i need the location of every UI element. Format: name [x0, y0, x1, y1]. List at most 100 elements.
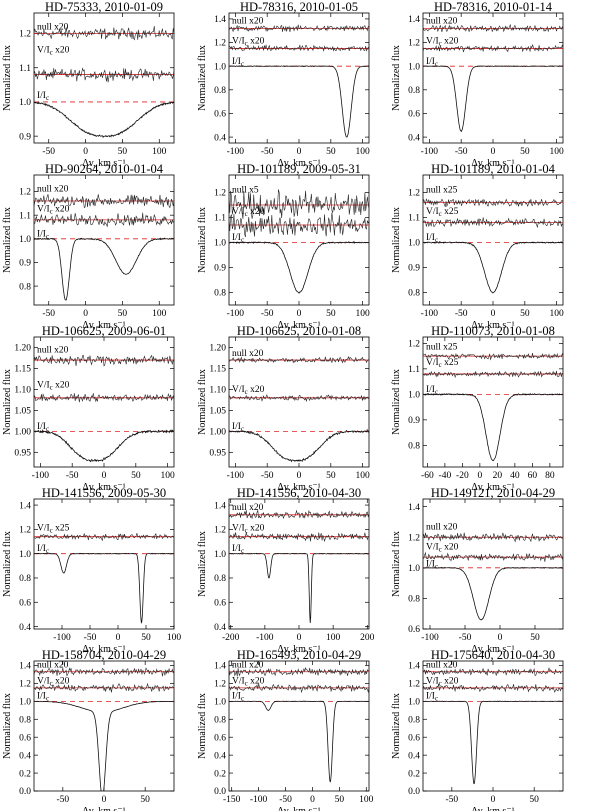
y-axis-label: Normalized flux: [391, 207, 402, 273]
curve-label: null x25: [426, 343, 458, 353]
y-tick-label: 1.0: [408, 239, 420, 249]
y-tick-label: 0.8: [408, 715, 420, 725]
x-tick-label: 50: [140, 795, 150, 805]
y-tick-label: 0.4: [214, 751, 226, 761]
curve-label: null x20: [37, 346, 69, 356]
x-tick-label: 100: [359, 795, 374, 805]
null-profile: [423, 198, 563, 208]
stokesV-profile: [229, 532, 369, 542]
curves: [423, 532, 563, 621]
panel-title: HD-141556, 2009-05-30: [42, 486, 166, 500]
x-tick-label: 0: [498, 633, 503, 643]
curve-label: I/Ic: [232, 692, 244, 703]
x-tick-label: -50: [279, 795, 292, 805]
curves: [423, 667, 563, 785]
plot-frame: [33, 336, 175, 468]
y-axis-label: Normalized flux: [197, 531, 208, 597]
y-tick-label: 0.95: [209, 449, 226, 459]
y-tick-label: 1.0: [214, 239, 226, 249]
plot-frame: [228, 12, 370, 144]
y-tick-label: 1.15: [209, 365, 226, 375]
intensity-profile: [229, 700, 369, 783]
curve-label: null x20: [426, 523, 458, 533]
panel-title: HD-75333, 2010-01-09: [45, 0, 163, 14]
x-axis-label: Δv, km s⁻¹: [277, 482, 320, 493]
stokesV-profile: [229, 394, 369, 403]
panel-2: HD-78316, 2010-01-05 -100 -50 0 50 100 0.4 0.6 0…: [197, 0, 370, 169]
stokesV-profile: [423, 370, 563, 379]
x-tick-label: 0: [297, 309, 302, 319]
y-tick-label: 0.9: [408, 416, 420, 426]
y-tick-label: 0.4: [19, 751, 31, 761]
y-tick-label: 0.8: [19, 574, 31, 584]
panel-8: HD-106625, 2010-01-08 -100 -50 0 50 100 0.95 1.…: [197, 324, 370, 493]
null-profile: [229, 666, 369, 677]
curve-label: V/Ic x25: [426, 207, 459, 218]
curve-label: I/Ic: [37, 91, 49, 102]
y-tick-label: 1.2: [408, 340, 420, 350]
curves: [229, 509, 369, 623]
x-tick-label: 0: [491, 795, 496, 805]
x-tick-label: -50: [459, 633, 472, 643]
null-profile: [423, 667, 563, 676]
x-tick-label: 100: [356, 309, 371, 319]
x-tick-label: 100: [356, 471, 371, 481]
x-axis-label: Δv, km s⁻¹: [471, 482, 514, 493]
y-tick-label: 1.2: [408, 189, 420, 199]
curve-label: null x20: [232, 17, 264, 27]
x-tick-label: -100: [421, 633, 439, 643]
y-tick-label: 0.2: [214, 769, 226, 779]
curve-label: I/Ic: [232, 422, 244, 433]
y-tick-label: 1.20: [14, 344, 31, 354]
y-axis-label: Normalized flux: [197, 693, 208, 759]
intensity-profile: [423, 65, 563, 133]
x-axis-label: Δv, km s⁻¹: [471, 320, 514, 331]
y-tick-label: 1.2: [19, 30, 31, 40]
y-tick-label: 0.6: [214, 110, 226, 120]
intensity-profile: [423, 392, 563, 462]
panel-title: HD-149121, 2010-04-29: [431, 486, 555, 500]
y-tick-label: 0.0: [19, 787, 31, 797]
y-tick-label: 1.2: [19, 188, 31, 198]
y-tick-label: 0.6: [408, 110, 420, 120]
panel-15: HD-175640, 2010-04-30 -50 0 50 0.0 0.2 0.4 0.6 0…: [391, 648, 564, 811]
x-axis-label: Δv, km s⁻¹: [471, 158, 514, 169]
x-tick-label: 50: [529, 795, 539, 805]
plot-frame: [228, 498, 370, 630]
y-tick-label: 0.4: [19, 623, 31, 633]
intensity-profile: [423, 240, 563, 294]
curve-label: V/Ic x20: [37, 45, 70, 56]
y-tick-label: 1.4: [19, 662, 31, 672]
y-tick-label: 1.0: [19, 235, 31, 245]
y-tick-label: 1.00: [209, 428, 226, 438]
stokesV-profile: [423, 44, 563, 53]
y-tick-label: 0.2: [19, 769, 31, 779]
panel-12: HD-149121, 2010-04-29 -100 -50 0 50 0.6 0.8 1.0…: [391, 486, 564, 655]
x-tick-label: 100: [550, 147, 565, 157]
y-tick-label: 0.2: [408, 769, 420, 779]
x-tick-label: -100: [32, 471, 50, 481]
y-tick-label: 1.00: [14, 428, 31, 438]
curves: [34, 354, 174, 463]
stokesV-profile: [34, 532, 174, 541]
panel-10: HD-141556, 2009-05-30 -100 -50 0 50 100 0.4 0.6…: [2, 486, 181, 655]
panel-5: HD-101189, 2009-05-31 -100 -50 0 50 100 0.8 0.9…: [197, 162, 370, 331]
y-tick-label: 1.1: [214, 214, 226, 224]
y-tick-label: 1.15: [14, 365, 31, 375]
panel-14: HD-165493, 2010-04-29 -150 -100 -50 0 50 100 0.…: [197, 648, 374, 811]
y-axis-label: Normalized flux: [197, 45, 208, 111]
panel-title: HD-106625, 2010-01-08: [237, 324, 361, 338]
y-axis-label: Normalized flux: [2, 369, 13, 435]
y-tick-label: 0.6: [408, 733, 420, 743]
y-tick-label: 0.8: [214, 574, 226, 584]
null-profile: [423, 23, 563, 33]
curves: [229, 666, 369, 783]
null-profile: [34, 354, 174, 367]
curve-label: V/Ic x25: [37, 524, 70, 535]
null-profile: [229, 509, 369, 520]
x-tick-label: -50: [66, 471, 79, 481]
x-tick-label: -50: [42, 147, 55, 157]
plot-frame: [33, 174, 175, 306]
x-tick-label: -200: [222, 633, 240, 643]
y-tick-label: 1.4: [408, 662, 420, 672]
